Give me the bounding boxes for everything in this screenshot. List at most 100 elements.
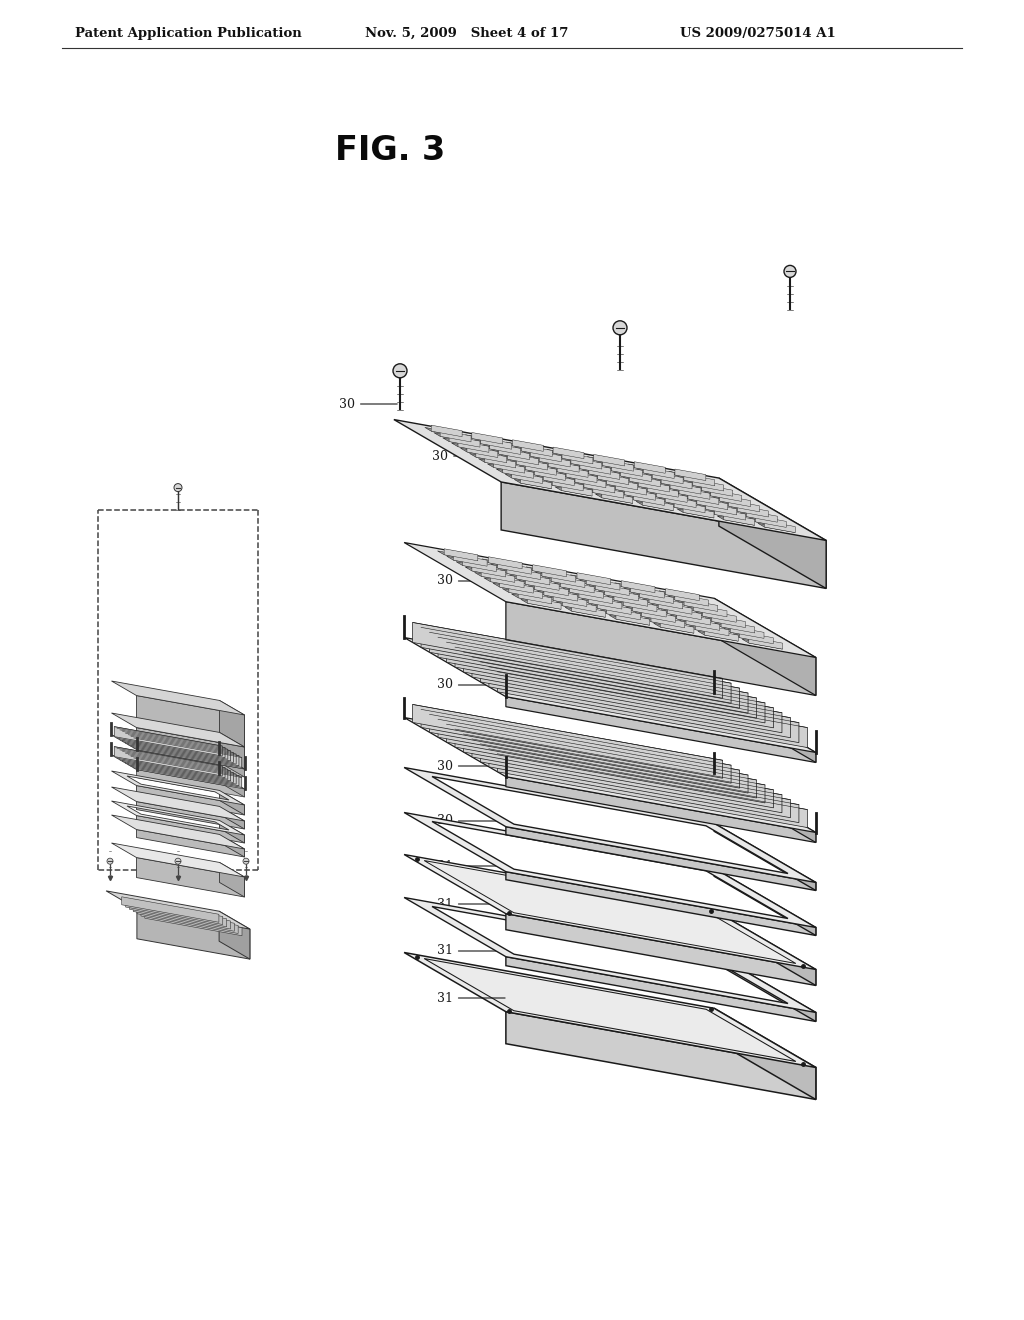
Polygon shape [484, 457, 516, 467]
Polygon shape [602, 492, 633, 503]
Polygon shape [606, 478, 638, 490]
Polygon shape [429, 714, 739, 788]
Text: 31: 31 [437, 945, 505, 957]
Polygon shape [686, 482, 724, 491]
Polygon shape [580, 463, 610, 474]
Polygon shape [616, 602, 657, 611]
Polygon shape [689, 626, 729, 636]
Polygon shape [626, 607, 667, 616]
Polygon shape [584, 482, 614, 492]
Polygon shape [714, 1008, 816, 1100]
Polygon shape [431, 425, 462, 437]
Polygon shape [507, 568, 541, 579]
Polygon shape [520, 477, 552, 488]
Polygon shape [551, 469, 588, 478]
Polygon shape [455, 647, 765, 723]
Polygon shape [591, 605, 631, 614]
Polygon shape [614, 594, 647, 606]
Polygon shape [668, 503, 706, 512]
Polygon shape [678, 602, 718, 611]
Polygon shape [709, 511, 745, 520]
Polygon shape [521, 445, 552, 457]
Polygon shape [125, 754, 233, 783]
Polygon shape [540, 455, 570, 467]
Text: 30: 30 [437, 574, 505, 587]
Polygon shape [131, 756, 239, 785]
Polygon shape [219, 807, 245, 829]
Polygon shape [633, 605, 667, 616]
Polygon shape [595, 494, 633, 503]
Polygon shape [506, 871, 816, 936]
Polygon shape [695, 487, 732, 496]
Polygon shape [489, 444, 520, 454]
Polygon shape [714, 824, 816, 891]
Polygon shape [474, 573, 515, 582]
Polygon shape [564, 459, 602, 469]
Polygon shape [596, 462, 634, 471]
Polygon shape [660, 610, 701, 619]
Polygon shape [505, 474, 543, 483]
Circle shape [243, 858, 249, 865]
Polygon shape [480, 661, 791, 738]
Text: 30: 30 [432, 450, 501, 462]
Polygon shape [123, 731, 230, 760]
Polygon shape [565, 607, 605, 618]
Polygon shape [506, 602, 816, 696]
Text: Patent Application Publication: Patent Application Publication [75, 26, 302, 40]
Polygon shape [128, 755, 237, 784]
Polygon shape [546, 482, 583, 491]
Polygon shape [554, 583, 594, 593]
Polygon shape [720, 495, 751, 507]
Polygon shape [472, 739, 782, 813]
Polygon shape [442, 438, 480, 447]
Polygon shape [638, 480, 670, 492]
Polygon shape [557, 466, 588, 478]
Polygon shape [739, 632, 773, 644]
Polygon shape [587, 578, 620, 590]
Polygon shape [756, 516, 786, 528]
Polygon shape [624, 599, 657, 611]
Polygon shape [413, 705, 723, 779]
Polygon shape [425, 428, 462, 437]
Polygon shape [506, 697, 816, 763]
Polygon shape [476, 451, 507, 463]
Polygon shape [570, 574, 610, 585]
Polygon shape [498, 562, 531, 574]
Polygon shape [693, 479, 724, 491]
Polygon shape [684, 474, 715, 486]
PathPatch shape [404, 898, 816, 1012]
Polygon shape [630, 475, 660, 487]
Polygon shape [516, 573, 550, 585]
Polygon shape [446, 725, 757, 799]
Polygon shape [136, 770, 245, 797]
Polygon shape [488, 667, 799, 743]
Polygon shape [556, 454, 593, 463]
Polygon shape [701, 484, 732, 496]
Polygon shape [456, 561, 497, 572]
Polygon shape [440, 430, 471, 442]
Polygon shape [571, 458, 602, 469]
Text: FIG. 3: FIG. 3 [335, 133, 445, 166]
Polygon shape [758, 523, 796, 532]
Polygon shape [133, 903, 230, 929]
Polygon shape [653, 623, 694, 634]
Polygon shape [721, 620, 755, 634]
Polygon shape [106, 891, 250, 929]
PathPatch shape [112, 771, 245, 805]
Polygon shape [464, 734, 773, 808]
Polygon shape [682, 495, 719, 504]
Polygon shape [117, 729, 225, 758]
Polygon shape [643, 467, 674, 478]
Polygon shape [528, 471, 565, 480]
Polygon shape [490, 576, 524, 587]
Polygon shape [527, 597, 561, 610]
Polygon shape [706, 618, 745, 627]
Polygon shape [512, 440, 544, 451]
Text: 31: 31 [437, 991, 505, 1005]
Polygon shape [514, 479, 552, 488]
Circle shape [174, 483, 182, 491]
Polygon shape [598, 473, 629, 484]
Polygon shape [219, 733, 245, 770]
Polygon shape [712, 615, 745, 627]
Polygon shape [510, 461, 548, 470]
